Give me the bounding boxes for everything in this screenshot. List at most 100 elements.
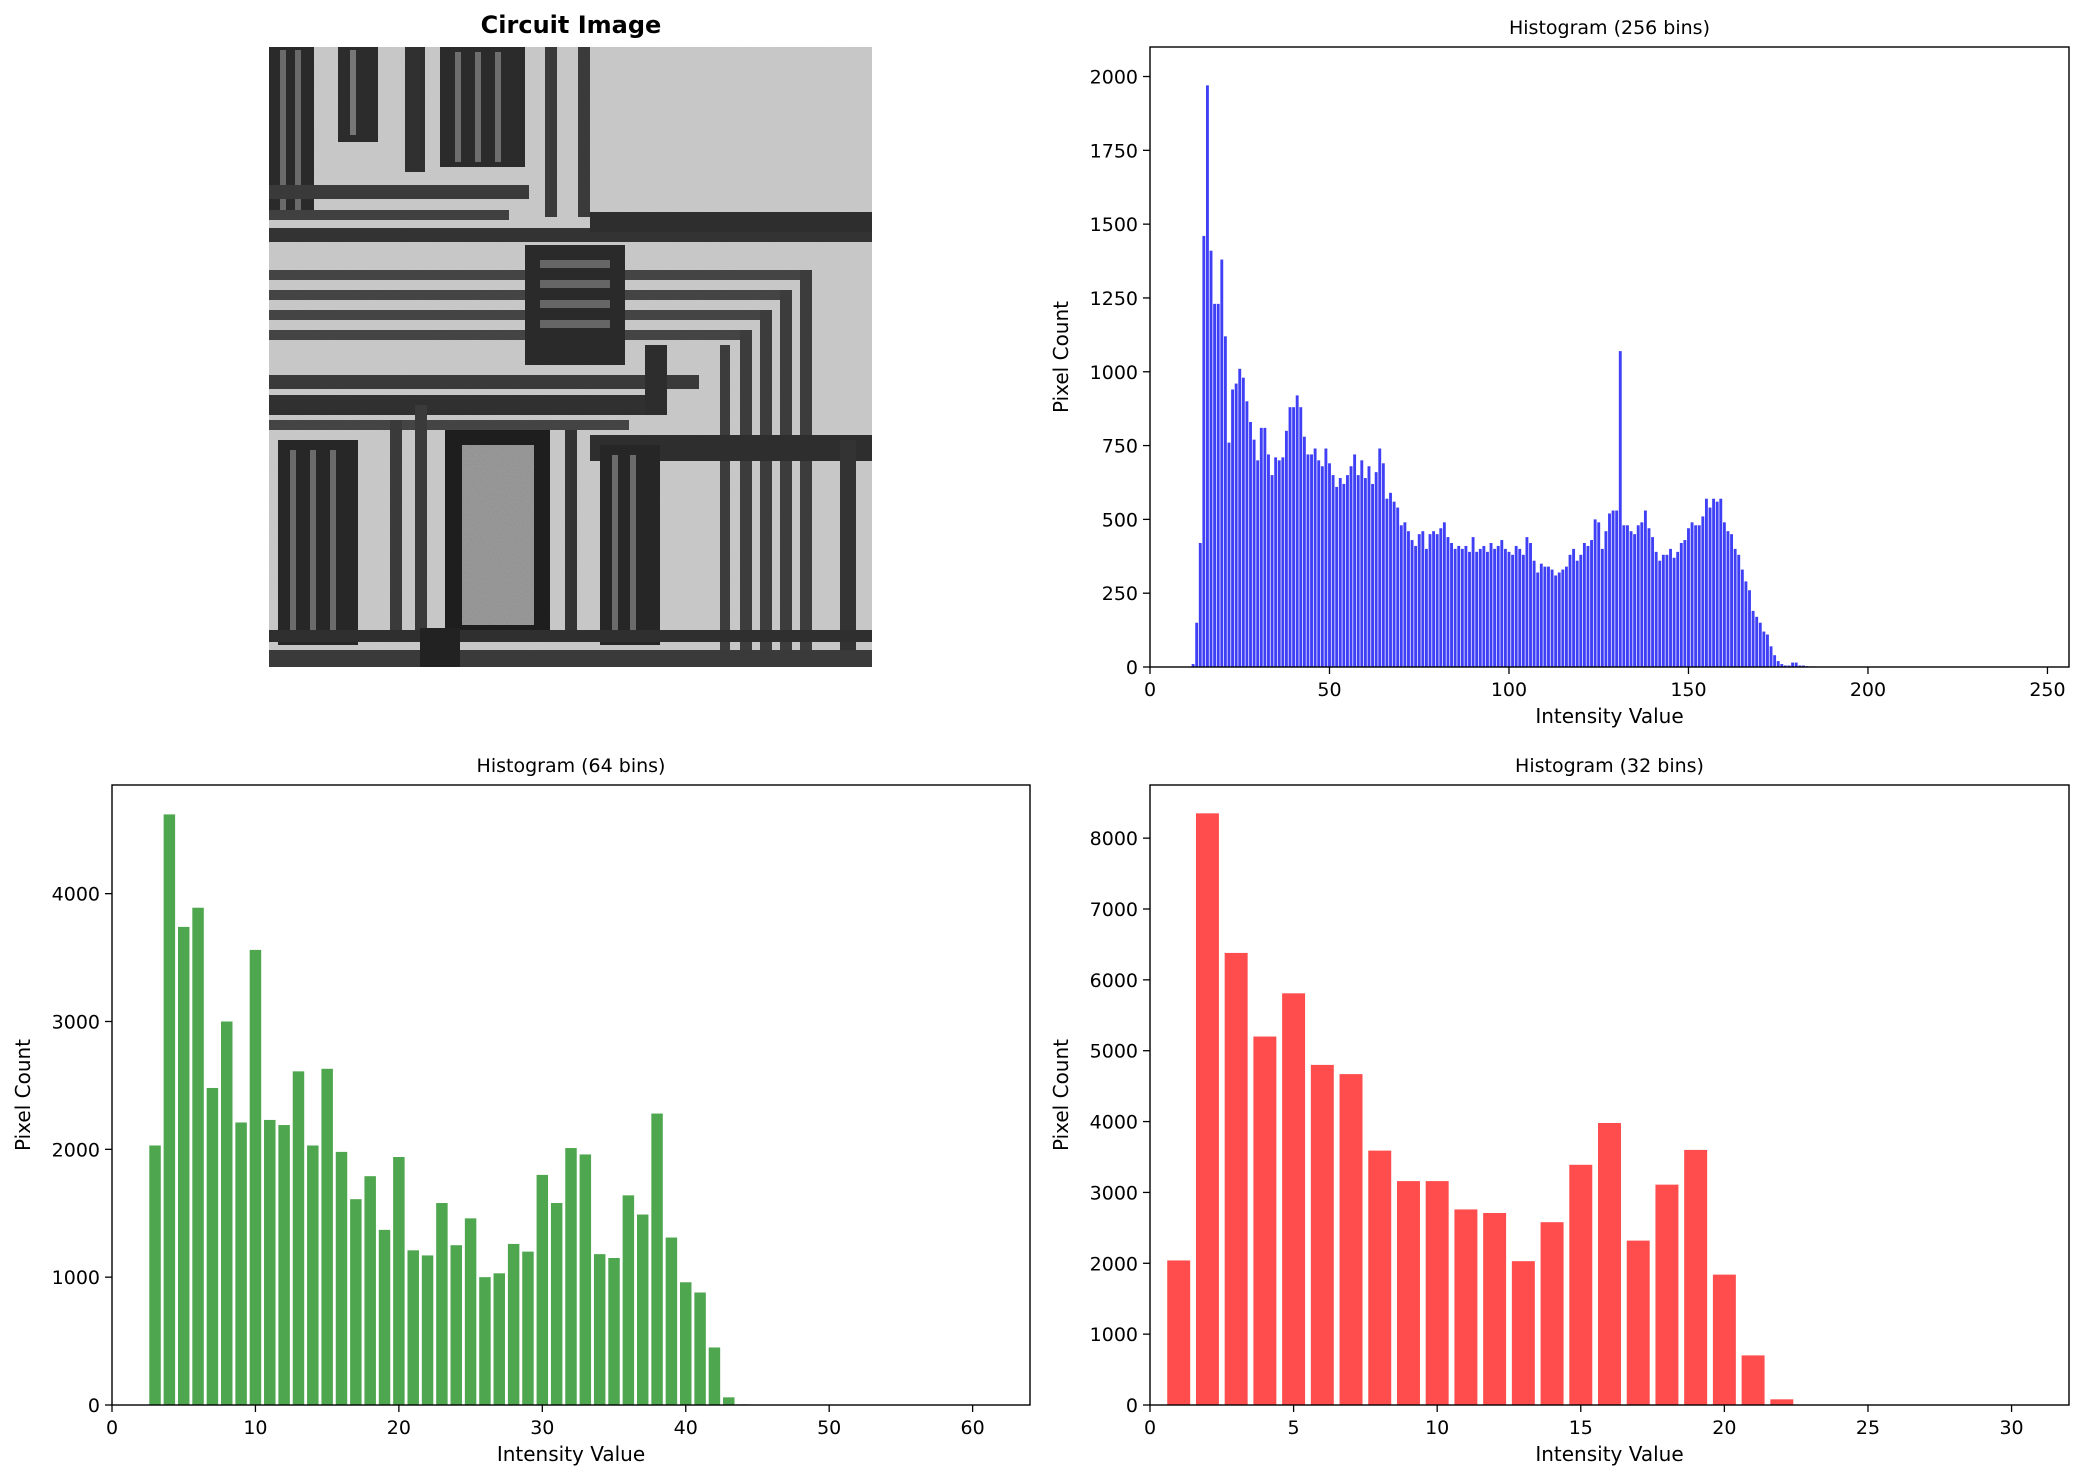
bar (1661, 554, 1665, 667)
y-tick-label: 0 (1126, 657, 1138, 679)
bar (1536, 572, 1540, 667)
x-tick-label: 40 (674, 1417, 698, 1439)
x-tick-label: 0 (106, 1417, 118, 1439)
bar (1310, 1064, 1334, 1405)
bar (1435, 534, 1439, 667)
bar (1483, 1212, 1507, 1405)
bar (1582, 543, 1586, 667)
bar (1783, 665, 1787, 667)
bar (350, 1199, 362, 1405)
y-tick-label: 2000 (1090, 1253, 1138, 1275)
bar (249, 949, 262, 1405)
bar (1306, 454, 1310, 667)
image-title: Circuit Image (481, 11, 662, 39)
histogram-panel-2: 0 5 10 15 20 25 30 0 1000 2000 3000 4000 5000 6000 700… (1049, 755, 2070, 1466)
x-axis-label: Intensity Value (1535, 704, 1683, 728)
bar (1719, 498, 1723, 667)
bar (1256, 460, 1260, 667)
bar (1791, 662, 1795, 667)
bar (1557, 572, 1561, 667)
bar (1547, 566, 1550, 667)
bar (1475, 551, 1479, 667)
bar (221, 1021, 233, 1405)
bar (421, 1255, 434, 1405)
bar (1277, 460, 1281, 667)
bar (264, 1119, 276, 1405)
bar (163, 814, 176, 1405)
bar (1687, 528, 1690, 667)
y-tick-label: 4000 (52, 884, 100, 906)
bar (1295, 395, 1299, 667)
y-tick-label: 0 (1126, 1395, 1138, 1417)
bar (651, 1113, 663, 1405)
x-tick-label: 15 (1569, 1417, 1593, 1439)
x-tick-label: 20 (387, 1417, 411, 1439)
bar (378, 1229, 391, 1405)
bar (1353, 454, 1357, 667)
y-tick-label: 2000 (1090, 67, 1138, 89)
bar (1417, 534, 1421, 667)
bar (1191, 664, 1195, 667)
bar (1611, 510, 1615, 667)
bar (1224, 952, 1248, 1405)
bar (1206, 85, 1209, 667)
bar (1708, 507, 1712, 667)
y-tick-label: 6000 (1090, 970, 1138, 992)
y-tick-label: 1750 (1090, 140, 1138, 162)
bar (1740, 569, 1744, 667)
bar (1655, 1184, 1679, 1405)
bar (1787, 665, 1791, 667)
bar (1302, 436, 1306, 667)
bar (407, 1250, 419, 1405)
bar (1569, 1164, 1593, 1405)
bar (1424, 548, 1428, 667)
bar (1622, 525, 1626, 667)
bar (1608, 513, 1611, 667)
bar (1209, 250, 1213, 667)
bar (1471, 537, 1475, 667)
bar (1374, 472, 1378, 667)
bar (1593, 519, 1597, 667)
y-tick-label: 750 (1102, 436, 1138, 458)
bar (1651, 537, 1655, 667)
bar (1755, 616, 1759, 667)
y-axis-label: Pixel Count (1049, 1039, 1073, 1151)
x-tick-label: 10 (243, 1417, 267, 1439)
bar (1798, 665, 1802, 667)
bar (1270, 475, 1274, 667)
bar (1339, 1074, 1363, 1405)
bar (307, 1145, 319, 1405)
y-tick-label: 5000 (1090, 1041, 1138, 1063)
bar (1769, 646, 1773, 667)
bar (1730, 534, 1733, 667)
bar (1540, 1222, 1564, 1405)
bar (493, 1273, 506, 1405)
bar (1317, 460, 1321, 667)
bar (1636, 525, 1640, 667)
bar (1626, 525, 1629, 667)
x-tick-label: 50 (817, 1417, 841, 1439)
bar (1658, 560, 1662, 667)
bar (1267, 454, 1270, 667)
bar (1231, 389, 1234, 667)
y-tick-label: 1000 (1090, 1324, 1138, 1346)
x-tick-label: 30 (530, 1417, 554, 1439)
bar (1274, 457, 1278, 667)
bar (1514, 545, 1518, 667)
bar (1310, 454, 1313, 667)
bar (1464, 545, 1468, 667)
bar (1762, 631, 1766, 667)
x-tick-label: 5 (1288, 1417, 1300, 1439)
x-tick-label: 200 (1850, 679, 1886, 701)
bar (235, 1122, 247, 1405)
bar (1313, 448, 1317, 667)
bar (1676, 551, 1680, 667)
chart-title: Histogram (32 bins) (1515, 755, 1704, 777)
bar (1460, 548, 1464, 667)
bar (1741, 1355, 1765, 1405)
bar (1216, 303, 1220, 667)
bar (723, 1397, 735, 1405)
x-tick-label: 10 (1425, 1417, 1449, 1439)
x-tick-label: 30 (1999, 1417, 2023, 1439)
bar (1575, 560, 1579, 667)
